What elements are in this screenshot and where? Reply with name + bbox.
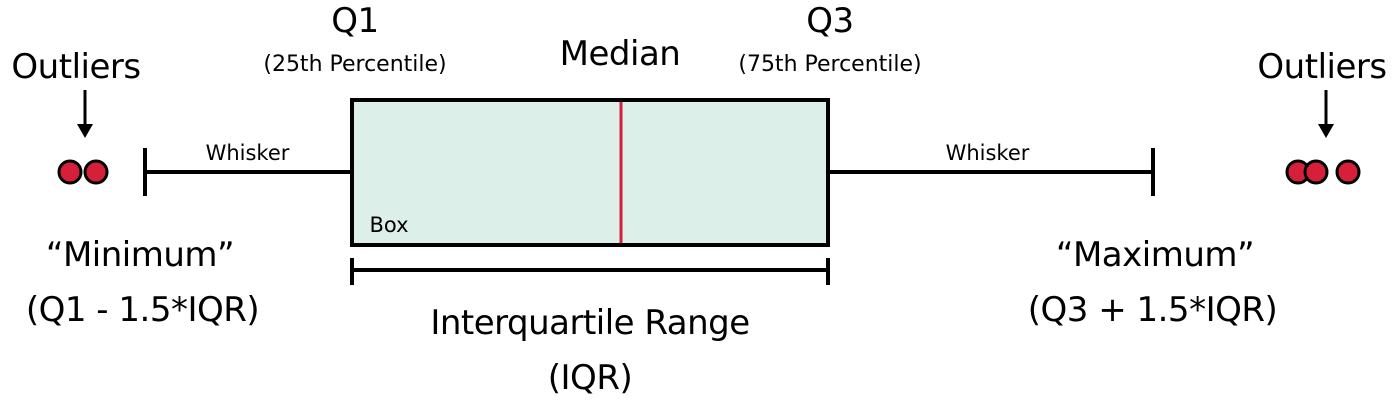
q3-label: Q3 [806,1,854,41]
outlier-point [57,159,83,185]
outliers-right-label: Outliers [1257,47,1387,87]
outliers-left-label: Outliers [11,47,141,87]
maximum-formula: (Q3 + 1.5*IQR) [1027,290,1278,330]
arrow-down-icon [1318,90,1334,138]
outlier-point [1335,159,1361,185]
outlier-point [83,159,109,185]
left-whisker-label: Whisker [205,141,290,165]
box-label: Box [369,213,409,237]
iqr-title: Interquartile Range [430,303,750,343]
right-whisker-label: Whisker [945,141,1030,165]
iqr-abbr: (IQR) [547,358,633,398]
iqr-box [350,98,830,247]
arrow-down-icon [77,90,93,138]
maximum-label: “Maximum” [1055,235,1255,275]
minimum-label: “Minimum” [45,235,235,275]
q1-percentile-label: (25th Percentile) [263,52,447,77]
minimum-formula: (Q1 - 1.5*IQR) [25,290,260,330]
median-label: Median [559,34,681,74]
outlier-point [1303,159,1329,185]
q3-percentile-label: (75th Percentile) [738,52,922,77]
q1-label: Q1 [331,1,379,41]
